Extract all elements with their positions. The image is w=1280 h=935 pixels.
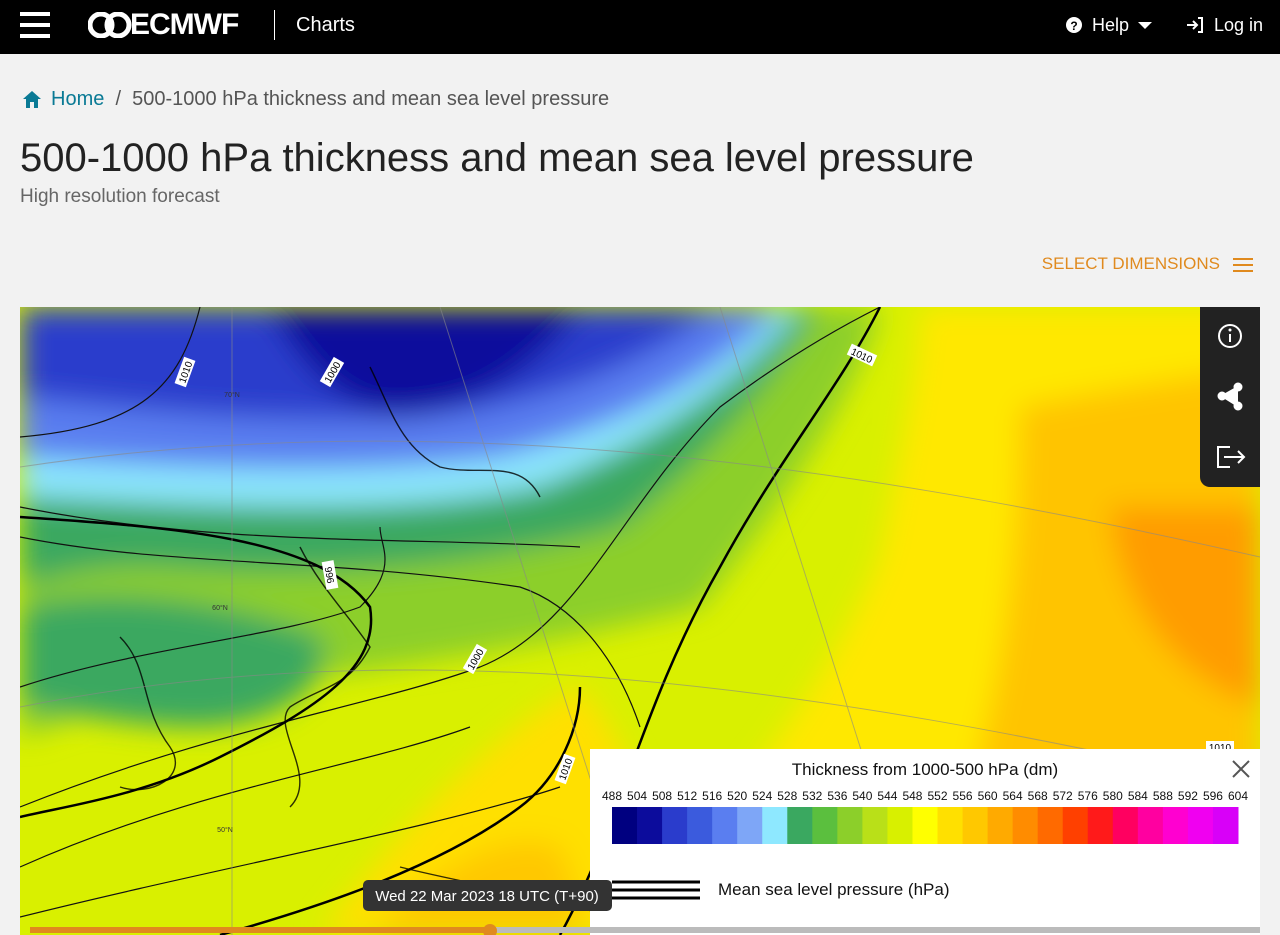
legend-level: 556	[953, 789, 973, 803]
share-button[interactable]	[1217, 382, 1243, 411]
separator: /	[104, 88, 133, 110]
dimensions-icon[interactable]	[1233, 257, 1253, 273]
legend-level: 604	[1228, 789, 1248, 803]
breadcrumb-current: 500-1000 hPa thickness and mean sea leve…	[132, 88, 610, 110]
legend-level: 572	[1053, 789, 1073, 803]
legend-line-label: Mean sea level pressure (hPa)	[718, 880, 950, 899]
contour-label-bg	[321, 560, 339, 590]
help-menu[interactable]: Help	[1092, 15, 1130, 35]
legend-close[interactable]	[1232, 760, 1250, 778]
legend-swatch	[1012, 807, 1039, 844]
legend-level: 488	[602, 789, 622, 803]
legend-swatch	[937, 807, 964, 844]
legend-level: 528	[777, 789, 797, 803]
legend-swatch	[1212, 807, 1239, 844]
legend-swatch	[837, 807, 863, 844]
legend-swatch	[1137, 807, 1164, 844]
latitude-label: 60°N	[212, 604, 228, 612]
legend-level: 576	[1078, 789, 1098, 803]
legend-level: 544	[877, 789, 897, 803]
contour-label-bg	[462, 643, 488, 675]
breadcrumb-home[interactable]: Home	[51, 88, 105, 110]
contour-label-group: 996	[321, 560, 339, 590]
legend-swatch	[662, 807, 688, 844]
legend-level: 504	[627, 789, 647, 803]
legend-swatch	[762, 807, 788, 844]
map: 1010 1000101099610001010101070°N60°N50°N …	[20, 307, 1260, 935]
timeline-track[interactable]	[30, 927, 1260, 933]
page-subtitle: High resolution forecast	[20, 186, 220, 207]
legend-swatch	[712, 807, 738, 844]
legend-level: 584	[1128, 789, 1148, 803]
legend-level: 508	[652, 789, 672, 803]
legend-swatch	[612, 807, 638, 844]
logo-mark	[88, 12, 132, 38]
logo[interactable]: ECMWF	[130, 8, 239, 41]
latitude-label: 50°N	[217, 826, 233, 834]
legend-swatch	[787, 807, 813, 844]
legend-swatch	[637, 807, 663, 844]
legend-level: 520	[727, 789, 747, 803]
legend-level: 512	[677, 789, 697, 803]
legend-level: 580	[1103, 789, 1123, 803]
help-icon: ?	[1066, 17, 1082, 33]
menu-icon[interactable]	[20, 12, 50, 38]
legend-level: 560	[978, 789, 998, 803]
legend-level: 540	[852, 789, 872, 803]
select-dimensions[interactable]: SELECT DIMENSIONS	[1041, 254, 1220, 273]
legend-level: 516	[702, 789, 722, 803]
legend-level: 524	[752, 789, 772, 803]
contour-label-bg	[174, 356, 196, 388]
legend-level: 592	[1178, 789, 1198, 803]
export-button[interactable]	[1217, 446, 1246, 468]
login-icon	[1187, 17, 1203, 33]
legend-swatch	[962, 807, 989, 844]
legend-level: 588	[1153, 789, 1173, 803]
legend-swatch	[737, 807, 763, 844]
contour-label: 1010	[1209, 743, 1232, 754]
latitude-label: 70°N	[224, 391, 240, 399]
header: ECMWF Charts ? Help Log in	[0, 0, 1280, 54]
legend-swatch	[1187, 807, 1214, 844]
contour-label-bg	[554, 753, 576, 785]
contour-label: 996	[322, 566, 336, 585]
legend-level: 564	[1003, 789, 1023, 803]
legend-title: Thickness from 1000-500 hPa (dm)	[792, 760, 1058, 779]
info-button[interactable]	[1218, 324, 1242, 348]
legend-level: 532	[802, 789, 822, 803]
caret	[1138, 22, 1152, 29]
legend-level: 536	[827, 789, 847, 803]
divider	[274, 10, 275, 40]
legend-swatch	[812, 807, 838, 844]
breadcrumb: Home / 500-1000 hPa thickness and mean s…	[51, 88, 609, 111]
svg-text:?: ?	[1070, 19, 1077, 33]
legend-swatch	[687, 807, 713, 844]
legend-level: 568	[1028, 789, 1048, 803]
legend-swatch	[887, 807, 913, 844]
home-icon	[23, 91, 41, 108]
legend-swatch	[1162, 807, 1189, 844]
legend-swatch	[987, 807, 1014, 844]
section-name[interactable]: Charts	[296, 14, 355, 36]
contour-label-bg	[846, 343, 878, 367]
msl-line-sample	[612, 880, 700, 900]
legend-level: 548	[902, 789, 922, 803]
legend-level: 552	[928, 789, 948, 803]
legend-swatch	[1062, 807, 1089, 844]
legend-swatch	[912, 807, 939, 844]
page-title: 500-1000 hPa thickness and mean sea leve…	[20, 136, 974, 180]
contour-label-bg	[319, 356, 345, 388]
timeline-handle[interactable]	[483, 924, 497, 935]
legend-swatch	[862, 807, 888, 844]
time-tooltip	[363, 880, 612, 911]
legend-swatch	[1037, 807, 1064, 844]
timeline-progress	[30, 927, 490, 933]
login-link[interactable]: Log in	[1214, 15, 1264, 35]
legend-level: 596	[1203, 789, 1223, 803]
legend-swatch	[1087, 807, 1114, 844]
time-label: Wed 22 Mar 2023 18 UTC (T+90)	[375, 888, 599, 905]
legend-swatch	[1112, 807, 1139, 844]
